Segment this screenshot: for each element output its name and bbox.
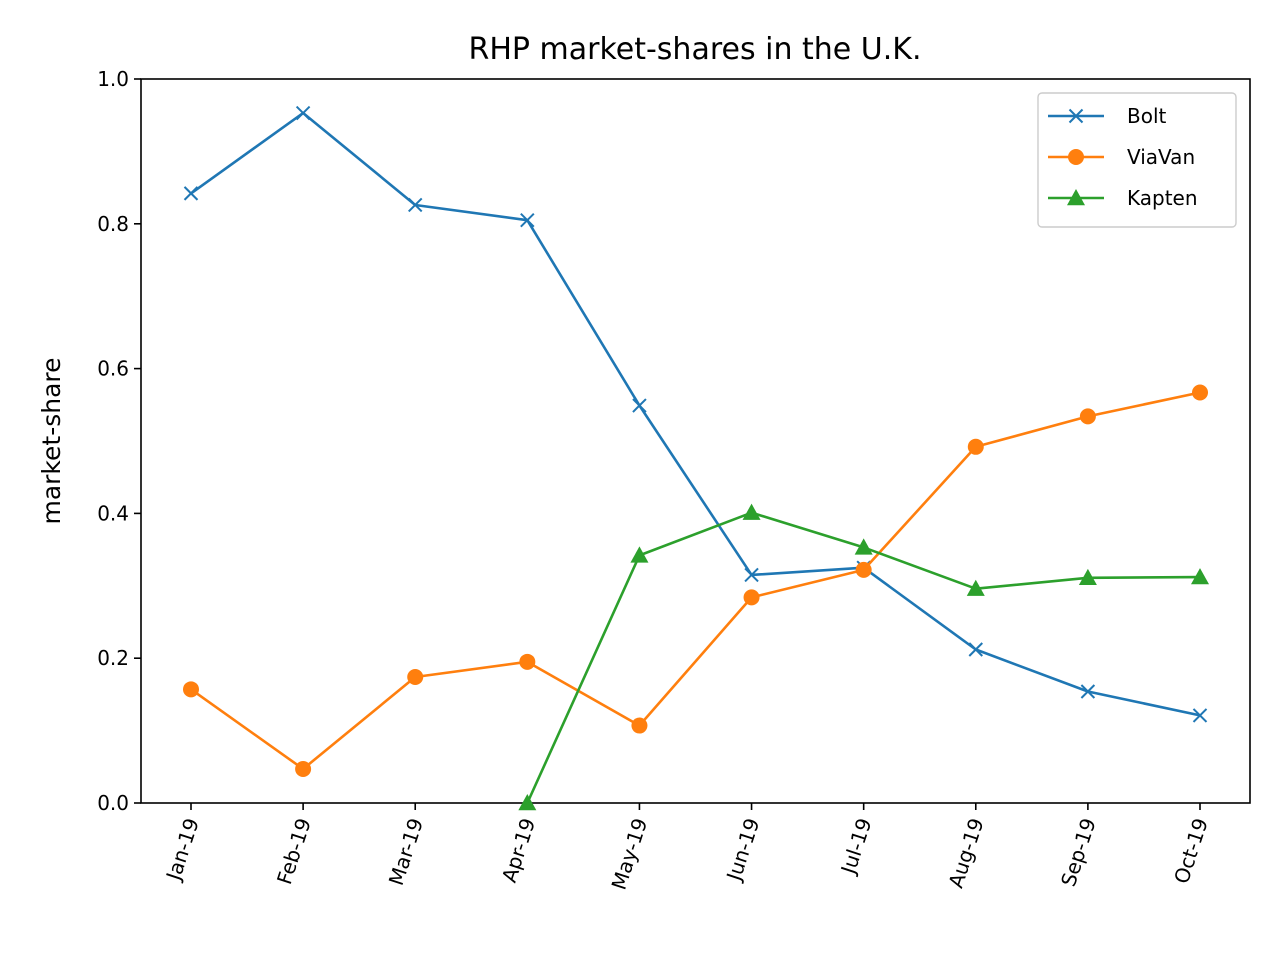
series-kapten: [518, 503, 1209, 811]
data-point: [519, 653, 536, 670]
data-point: [742, 503, 761, 520]
legend-marker: [1068, 149, 1084, 165]
series-line: [190, 111, 1201, 717]
data-point: [1192, 708, 1208, 723]
legend-item: Kapten: [1048, 186, 1198, 210]
data-point: [744, 567, 759, 583]
series-line: [526, 511, 1201, 804]
axes-frame: [140, 78, 1251, 804]
series-viavan: [183, 384, 1208, 777]
y-tick-label: 0.4: [97, 501, 129, 525]
legend-item: Bolt: [1048, 104, 1167, 128]
data-point: [183, 681, 199, 698]
y-tick-label: 1.0: [97, 67, 129, 91]
legend-box: [1037, 92, 1237, 228]
legend-item: ViaVan: [1048, 145, 1195, 169]
data-point: [855, 561, 872, 578]
data-point: [1191, 568, 1209, 585]
legend-marker: [1067, 189, 1085, 206]
y-tick-label: 0.8: [97, 212, 129, 236]
legend-label: ViaVan: [1127, 145, 1195, 169]
data-point: [968, 642, 983, 657]
y-tick-label: 0.2: [97, 646, 129, 670]
data-point: [967, 438, 984, 455]
data-point: [854, 538, 873, 555]
series-bolt: [183, 105, 1208, 723]
legend-label: Bolt: [1127, 104, 1167, 128]
data-point: [295, 760, 312, 777]
x-tick-label: Oct-19: [1169, 815, 1213, 886]
x-tick-label: Feb-19: [272, 815, 316, 887]
data-point: [183, 186, 199, 201]
data-point: [632, 398, 647, 413]
data-point: [966, 579, 985, 596]
x-tick-label: Aug-19: [944, 815, 989, 891]
data-point: [518, 794, 537, 811]
series-line: [190, 391, 1201, 771]
x-tick-label: May-19: [607, 815, 653, 892]
data-point: [631, 717, 648, 734]
y-tick-label: 0.6: [97, 357, 129, 381]
data-point: [743, 589, 760, 606]
data-point: [1079, 408, 1096, 425]
legend: Bolt ViaVan Kapten: [1037, 92, 1237, 228]
x-tick-label: Apr-19: [497, 815, 540, 885]
data-point: [407, 669, 424, 686]
data-point: [408, 197, 423, 213]
y-axis-label: market-share: [37, 357, 66, 524]
x-tick-label: Jan-19: [161, 815, 204, 885]
legend-marker: [1068, 108, 1084, 124]
data-point: [1192, 384, 1208, 401]
x-tick-label: Jul-19: [835, 815, 876, 878]
legend-label: Kapten: [1127, 186, 1198, 210]
y-tick-label: 0.0: [97, 791, 129, 815]
data-point: [1080, 684, 1096, 699]
chart-title: RHP market-shares in the U.K.: [468, 32, 921, 67]
x-tick-label: Sep-19: [1056, 815, 1101, 889]
x-tick-label: Jun-19: [721, 815, 764, 885]
x-tick-label: Mar-19: [384, 815, 428, 888]
data-point: [630, 546, 649, 563]
data-point: [295, 105, 311, 121]
data-point: [520, 212, 535, 228]
data-point: [1078, 568, 1097, 586]
